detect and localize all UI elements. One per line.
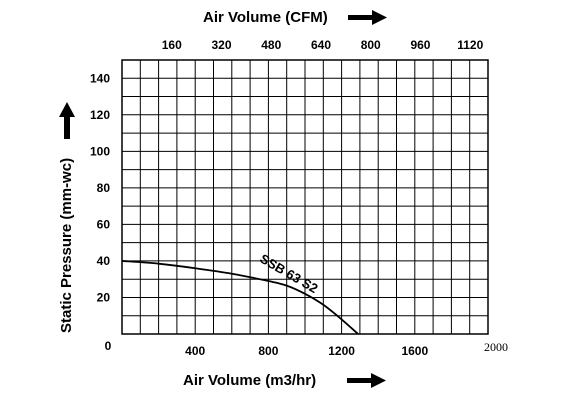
y-tick-label: 60 [97,217,111,231]
x-axis-title: Air Volume (m3/hr) [183,372,316,389]
top-tick-label: 1120 [457,38,483,52]
y-tick-label: 140 [90,71,110,85]
x-origin-label: 0 [105,339,112,353]
top-tick-label: 160 [162,38,182,52]
top-tick-label: 480 [261,38,281,52]
top-tick-label: 960 [410,38,430,52]
x-ticks: 400 800 1200 1600 2000 [185,340,508,358]
y-ticks: 20 40 60 80 100 120 140 [90,71,110,304]
x-tick-label: 400 [185,344,205,358]
x-tick-label: 2000 [484,340,508,354]
top-tick-label: 640 [311,38,331,52]
y-tick-label: 20 [97,290,111,304]
top-axis-arrow-icon [348,10,387,25]
y-axis-arrow-icon [59,102,75,139]
y-tick-label: 120 [90,108,110,122]
top-ticks: 160 320 480 640 800 960 1120 [162,38,484,52]
y-axis-title: Static Pressure (mm-wc) [58,158,75,333]
x-tick-label: 1200 [328,344,355,358]
series-line [121,260,359,335]
y-tick-label: 80 [97,181,111,195]
series-label: SSB 63 S2 [257,251,320,296]
plot-frame [121,59,489,335]
y-tick-label: 40 [97,254,111,268]
x-tick-label: 1600 [401,344,428,358]
y-tick-label: 100 [90,144,110,158]
x-tick-label: 800 [258,344,278,358]
x-axis-arrow-icon [347,373,386,388]
top-tick-label: 800 [361,38,381,52]
top-tick-label: 320 [211,38,231,52]
grid [122,60,488,334]
series-layer: SSB 63 S2 [121,251,359,335]
plot-border [121,59,489,335]
top-axis-title: Air Volume (CFM) [203,9,328,26]
